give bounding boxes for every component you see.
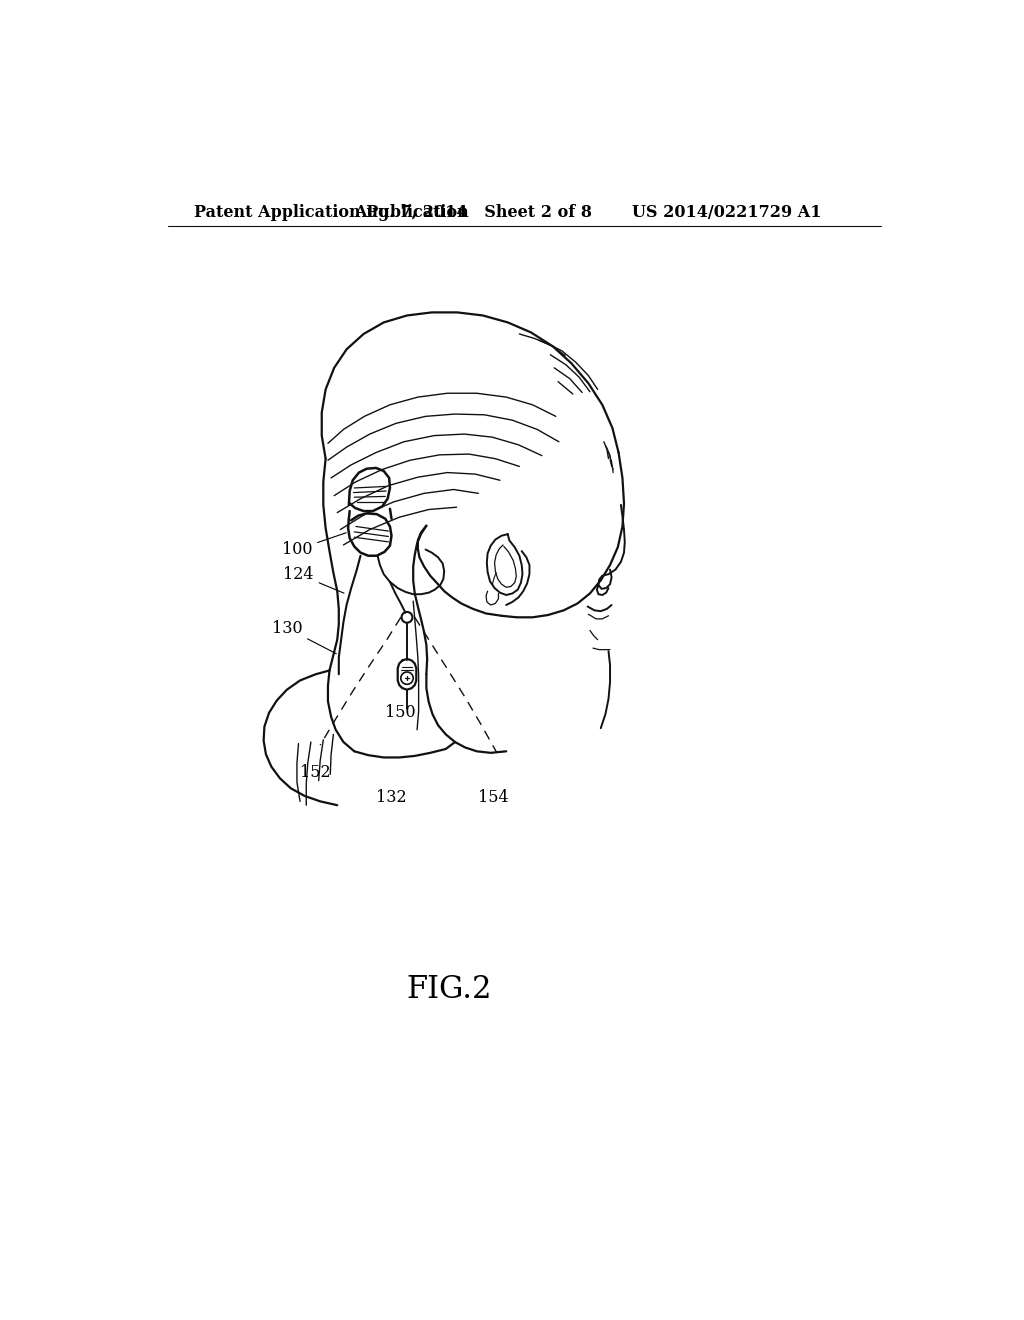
Text: FIG.2: FIG.2 xyxy=(407,974,493,1006)
Text: 154: 154 xyxy=(478,789,509,807)
Text: 124: 124 xyxy=(284,566,344,593)
Text: 150: 150 xyxy=(385,705,416,721)
Text: US 2014/0221729 A1: US 2014/0221729 A1 xyxy=(632,203,821,220)
Text: 130: 130 xyxy=(271,619,336,653)
Text: 132: 132 xyxy=(376,789,407,807)
Text: 100: 100 xyxy=(282,533,346,558)
Text: Aug. 7, 2014   Sheet 2 of 8: Aug. 7, 2014 Sheet 2 of 8 xyxy=(354,203,592,220)
Text: 152: 152 xyxy=(300,764,331,781)
Text: Patent Application Publication: Patent Application Publication xyxy=(194,203,469,220)
